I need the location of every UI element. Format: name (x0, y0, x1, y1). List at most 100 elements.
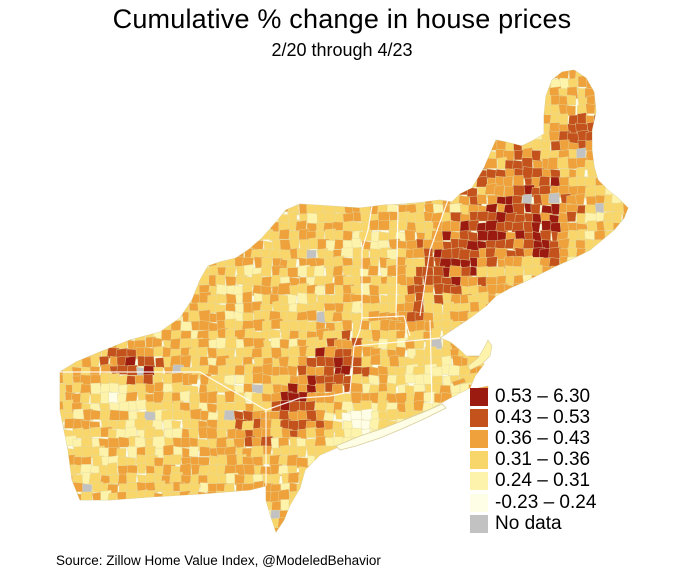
map-cell (593, 329, 607, 342)
map-cell (334, 483, 347, 495)
map-cell (603, 202, 615, 212)
map-cell (515, 113, 528, 124)
map-cell (450, 220, 461, 232)
map-cell (278, 228, 291, 240)
map-cell (108, 130, 121, 141)
map-cell (604, 87, 618, 99)
map-cell (414, 78, 427, 91)
map-cell (351, 122, 364, 135)
map-cell (63, 87, 77, 100)
map-cell (414, 175, 428, 186)
map-cell (495, 70, 509, 71)
map-cell (568, 274, 581, 284)
map-cell (80, 95, 93, 106)
map-cell (585, 329, 596, 341)
map-cell (224, 247, 236, 260)
map-cell (142, 96, 155, 109)
map-cell (251, 175, 265, 188)
map-cell (359, 193, 371, 206)
map-cell (539, 229, 552, 242)
map-cell (91, 241, 105, 251)
map-cell (91, 311, 104, 323)
map-cell (135, 238, 150, 249)
map-cell (388, 526, 403, 532)
map-cell (369, 509, 382, 522)
map-cell (532, 70, 545, 71)
map-cell (170, 70, 181, 79)
map-cell (127, 286, 140, 298)
map-cell (109, 113, 120, 123)
map-cell (487, 120, 499, 134)
map-cell (269, 106, 280, 117)
map-cell (215, 147, 230, 160)
map-cell (118, 276, 129, 287)
map-cell (523, 537, 532, 546)
map-cell (60, 518, 66, 530)
map-cell (450, 177, 461, 188)
map-cell (586, 275, 597, 287)
map-cell (73, 141, 87, 154)
map-cell (325, 518, 338, 529)
map-cell (106, 151, 121, 164)
map-cell (63, 286, 77, 297)
map-cell (602, 311, 617, 324)
map-cell (82, 70, 94, 72)
map-cell (342, 85, 355, 98)
map-cell (604, 249, 616, 261)
map-cell (223, 70, 236, 72)
map-cell (235, 212, 250, 224)
map-cell (64, 167, 76, 180)
map-cell (63, 258, 77, 272)
map-cell (376, 158, 390, 170)
map-cell (306, 176, 317, 189)
map-cell (171, 247, 184, 260)
map-cell (405, 104, 417, 117)
map-cell (423, 508, 436, 520)
map-cell (612, 112, 623, 125)
map-cell (395, 85, 408, 96)
map-cell (368, 160, 381, 171)
map-cell (92, 158, 103, 170)
map-cell (153, 105, 165, 119)
map-cell (434, 70, 447, 72)
map-cell (521, 104, 535, 116)
map-cell (422, 474, 435, 486)
map-cell (99, 141, 112, 152)
map-cell (62, 322, 75, 334)
map-cell (117, 94, 130, 106)
map-cell (442, 412, 454, 422)
map-cell (100, 204, 112, 217)
map-cell (118, 122, 132, 134)
map-cell (90, 382, 101, 396)
map-cell (361, 518, 373, 530)
map-cell (118, 168, 131, 180)
map-cell (197, 193, 211, 205)
map-cell (504, 536, 516, 547)
map-cell (413, 185, 427, 198)
map-cell (316, 104, 329, 116)
map-cell (343, 527, 355, 532)
map-cell (457, 491, 471, 504)
map-cell (180, 283, 193, 296)
map-cell (253, 491, 265, 503)
map-cell (439, 158, 453, 169)
map-cell (190, 176, 203, 188)
map-cell (423, 166, 434, 177)
map-cell (100, 499, 113, 510)
map-cell (379, 130, 391, 143)
map-cell (143, 310, 156, 321)
map-cell (224, 195, 237, 207)
map-cell (405, 167, 416, 180)
map-cell (341, 139, 355, 153)
map-cell (483, 157, 498, 169)
map-cell (423, 527, 437, 532)
map-cell (92, 501, 105, 512)
map-cell (503, 292, 514, 305)
map-cell (531, 275, 545, 287)
map-cell (188, 256, 199, 271)
map-cell (261, 527, 274, 532)
map-cell (404, 447, 417, 458)
map-cell (190, 204, 202, 215)
map-cell (280, 93, 293, 105)
map-cell (333, 139, 346, 152)
